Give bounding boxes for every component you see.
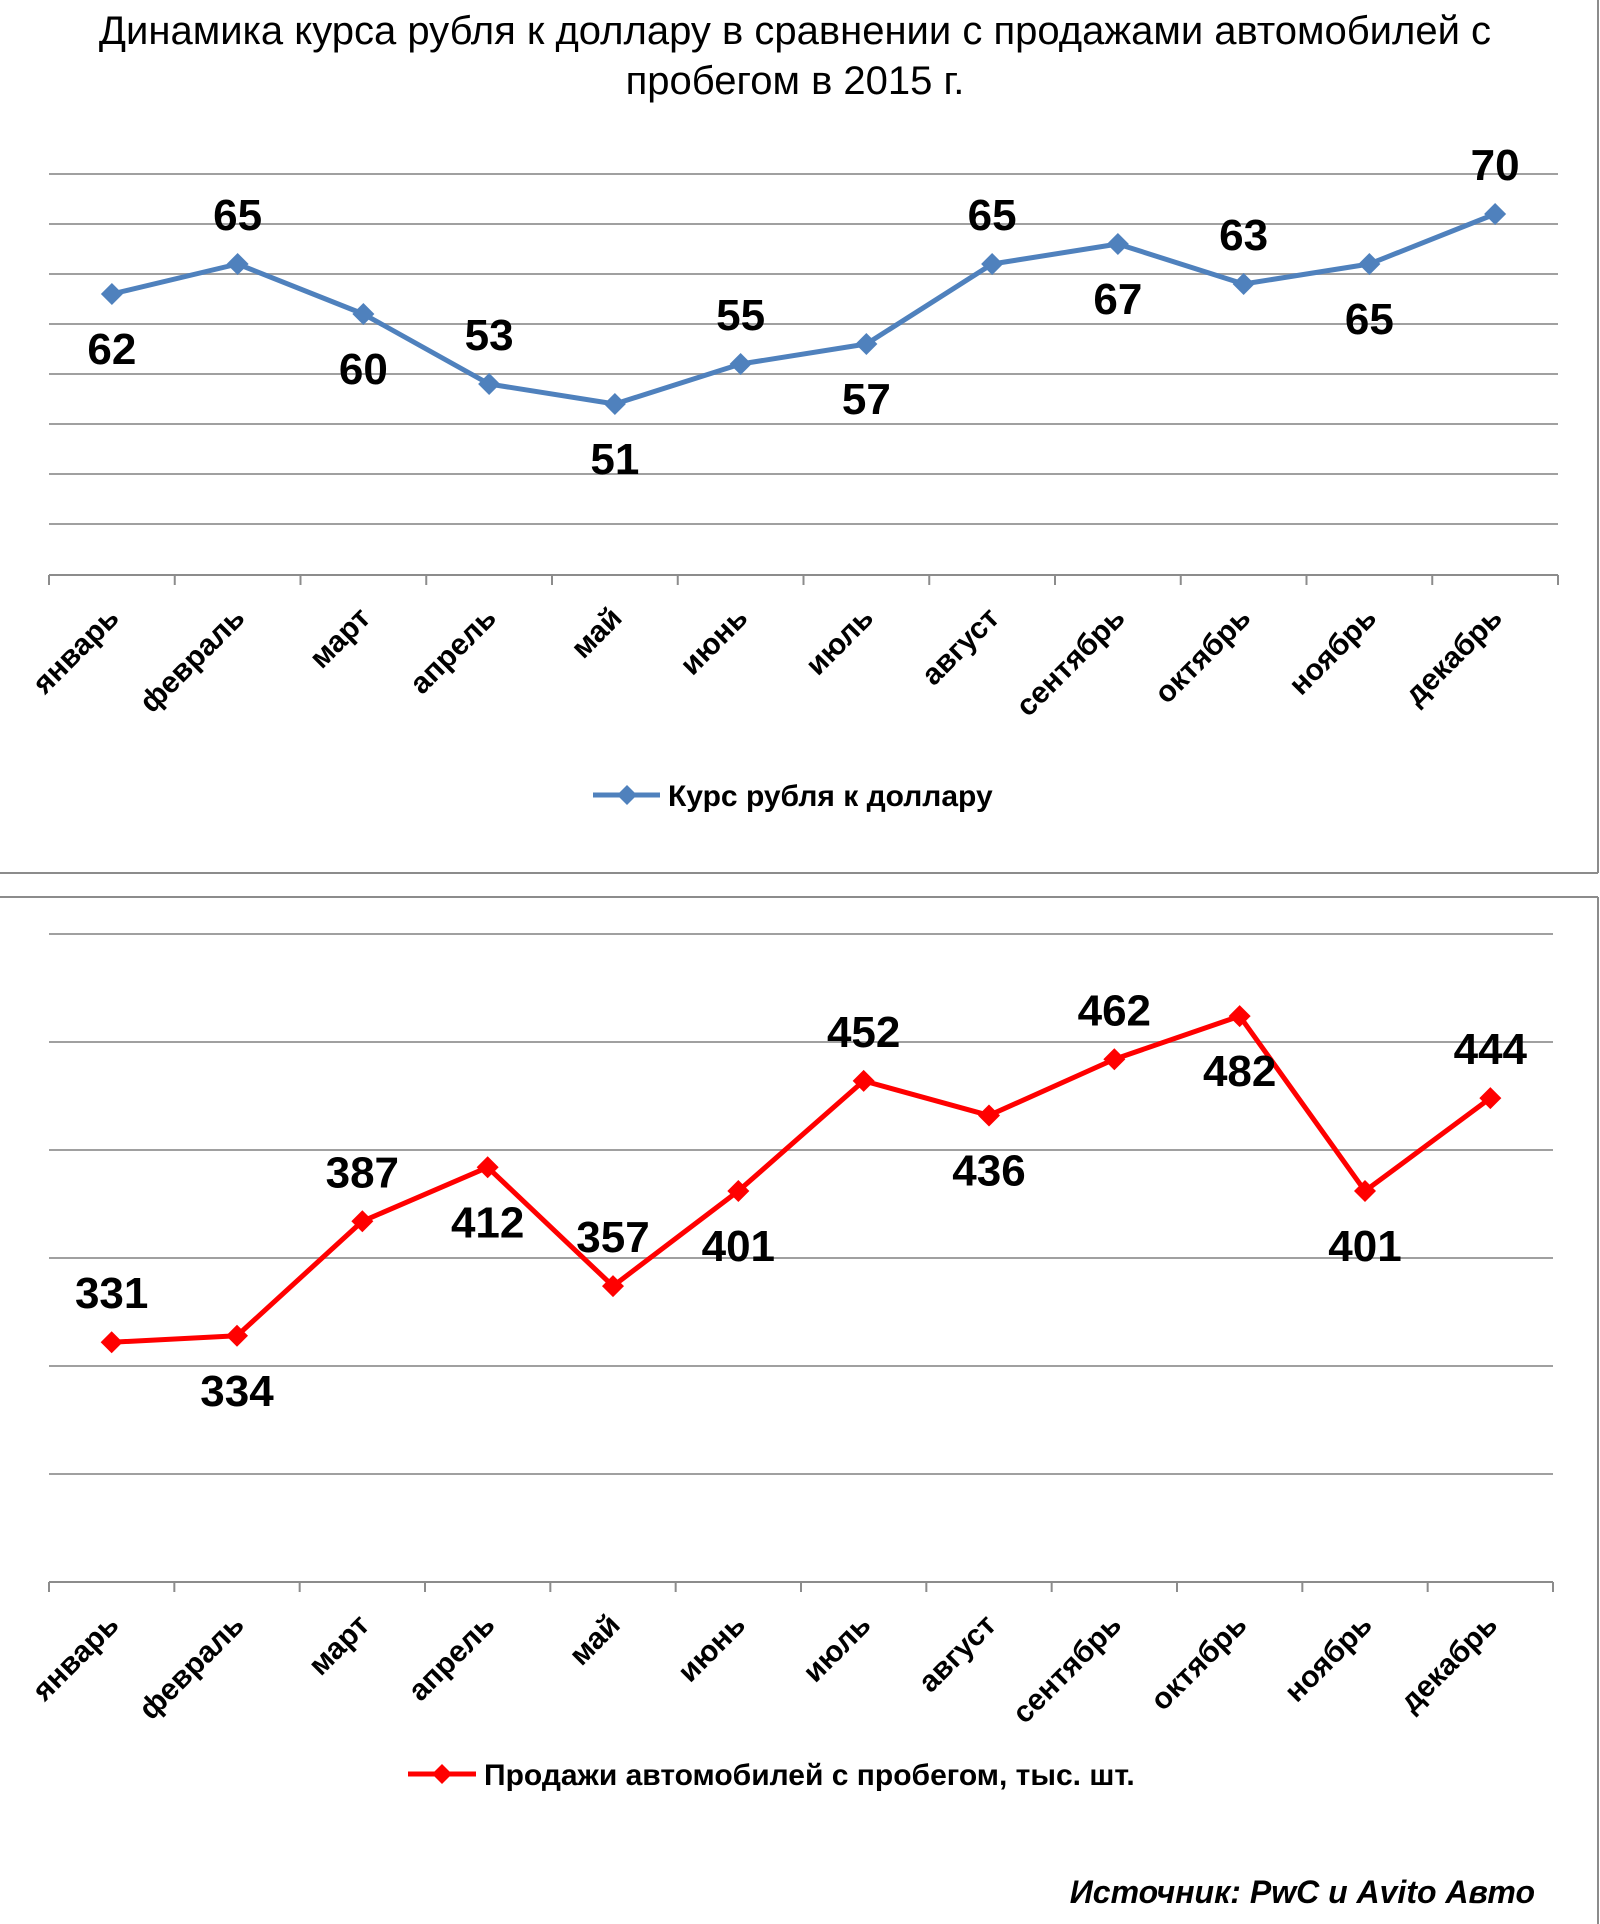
exchange-rate-data-label-10: 63 — [1219, 211, 1268, 260]
used-car-sales-data-label-6: 401 — [702, 1222, 775, 1271]
used-car-sales-point-7 — [852, 1069, 875, 1092]
legend-used-car-sales: Продажи автомобилей с пробегом, тыс. шт. — [408, 1759, 1135, 1792]
used-car-sales-x-tick-label-5: май — [563, 1608, 627, 1672]
used-car-sales-point-6 — [727, 1180, 750, 1203]
exchange-rate-point-8 — [981, 253, 1004, 275]
exchange-rate-point-11 — [1358, 253, 1381, 275]
chart-exchange-rate: 62 январь 65 февраль 60 март 53 апрель 51 май 55 ию… — [26, 141, 1559, 723]
chart-used-car-sales: 331 январь 334 февраль 387 март 412 апрель 357 ма… — [26, 933, 1554, 1730]
used-car-sales-x-tick-label-2: февраль — [133, 1608, 251, 1726]
legend-marker-used-car-sales — [432, 1764, 452, 1784]
exchange-rate-data-label-6: 55 — [716, 291, 765, 340]
exchange-rate-x-tick-label-8: август — [915, 601, 1005, 691]
used-car-sales-data-label-4: 412 — [451, 1198, 524, 1247]
exchange-rate-point-5 — [603, 393, 626, 415]
used-car-sales-point-4 — [476, 1156, 499, 1179]
used-car-sales-x-tick-label-9: сентябрь — [1006, 1608, 1128, 1730]
used-car-sales-point-3 — [351, 1210, 374, 1233]
used-car-sales-x-tick-label-3: март — [302, 1608, 376, 1682]
used-car-sales-x-tick-label-11: ноябрь — [1278, 1608, 1378, 1708]
exchange-rate-point-12 — [1484, 203, 1507, 225]
exchange-rate-data-label-4: 53 — [465, 311, 514, 360]
exchange-rate-data-label-3: 60 — [339, 345, 388, 394]
exchange-rate-data-label-2: 65 — [213, 191, 262, 240]
exchange-rate-data-label-1: 62 — [87, 325, 136, 374]
exchange-rate-x-tick-label-12: декабрь — [1399, 601, 1509, 711]
exchange-rate-point-1 — [100, 283, 123, 305]
used-car-sales-x-tick-label-6: июнь — [672, 1608, 752, 1688]
used-car-sales-x-tick-label-12: декабрь — [1394, 1608, 1504, 1718]
exchange-rate-point-4 — [478, 373, 501, 395]
exchange-rate-x-tick-label-5: май — [565, 601, 629, 665]
exchange-rate-x-tick-label-1: январь — [26, 601, 126, 701]
used-car-sales-data-label-8: 436 — [952, 1146, 1025, 1195]
exchange-rate-data-label-11: 65 — [1345, 295, 1394, 344]
used-car-sales-data-label-5: 357 — [576, 1213, 649, 1262]
exchange-rate-point-2 — [226, 253, 249, 275]
legend-marker-exchange-rate — [617, 785, 637, 805]
used-car-sales-x-tick-label-1: январь — [26, 1608, 126, 1708]
legend-exchange-rate: Курс рубля к доллару — [593, 780, 993, 813]
exchange-rate-x-tick-label-3: март — [303, 601, 377, 675]
exchange-rate-point-7 — [855, 333, 878, 355]
source-note: Источник: PwC и Avito Авто — [1070, 1874, 1535, 1910]
legend-label-used-car-sales: Продажи автомобилей с пробегом, тыс. шт. — [484, 1759, 1135, 1792]
exchange-rate-x-tick-label-4: апрель — [404, 601, 503, 700]
used-car-sales-x-tick-label-10: октябрь — [1145, 1608, 1254, 1717]
exchange-rate-data-label-9: 67 — [1093, 275, 1142, 324]
used-car-sales-data-label-7: 452 — [827, 1008, 900, 1057]
exchange-rate-x-tick-label-9: сентябрь — [1010, 601, 1132, 723]
exchange-rate-point-3 — [352, 303, 375, 325]
used-car-sales-data-label-2: 334 — [200, 1367, 274, 1416]
used-car-sales-point-12 — [1479, 1087, 1502, 1110]
used-car-sales-data-label-3: 387 — [326, 1148, 399, 1197]
used-car-sales-x-tick-label-8: август — [912, 1608, 1002, 1698]
used-car-sales-point-11 — [1354, 1180, 1376, 1203]
exchange-rate-point-10 — [1232, 273, 1255, 295]
used-car-sales-point-5 — [602, 1275, 624, 1298]
used-car-sales-data-label-12: 444 — [1454, 1025, 1528, 1074]
exchange-rate-series-line — [111, 211, 1497, 407]
chart-title-line-1: Динамика курса рубля к доллару в сравнен… — [99, 9, 1491, 53]
used-car-sales-x-tick-label-7: июль — [797, 1608, 877, 1688]
used-car-sales-data-label-10: 482 — [1203, 1047, 1276, 1096]
exchange-rate-x-tick-label-10: октябрь — [1148, 601, 1257, 710]
used-car-sales-point-8 — [978, 1104, 1000, 1127]
used-car-sales-x-tick-label-4: апрель — [402, 1608, 501, 1707]
used-car-sales-data-label-1: 331 — [75, 1269, 148, 1318]
exchange-rate-x-tick-label-2: февраль — [134, 601, 252, 719]
exchange-rate-x-tick-label-6: июнь — [674, 601, 754, 681]
used-car-sales-point-10 — [1228, 1005, 1251, 1028]
exchange-rate-data-label-12: 70 — [1471, 141, 1520, 190]
exchange-rate-x-tick-label-11: ноябрь — [1283, 601, 1383, 701]
exchange-rate-data-label-8: 65 — [968, 191, 1017, 240]
used-car-sales-series-line — [111, 1013, 1492, 1345]
legend-label-exchange-rate: Курс рубля к доллару — [668, 780, 993, 813]
used-car-sales-point-2 — [226, 1324, 248, 1347]
used-car-sales-point-9 — [1103, 1048, 1126, 1071]
chart-title-line-2: пробегом в 2015 г. — [626, 59, 965, 103]
exchange-rate-data-label-7: 57 — [842, 375, 891, 424]
exchange-rate-data-label-5: 51 — [590, 435, 639, 484]
exchange-rate-point-6 — [729, 353, 752, 375]
used-car-sales-data-label-11: 401 — [1328, 1222, 1401, 1271]
used-car-sales-point-1 — [100, 1331, 123, 1354]
exchange-rate-x-tick-label-7: июль — [800, 601, 880, 681]
exchange-rate-point-9 — [1106, 233, 1129, 255]
used-car-sales-data-label-9: 462 — [1078, 986, 1151, 1035]
